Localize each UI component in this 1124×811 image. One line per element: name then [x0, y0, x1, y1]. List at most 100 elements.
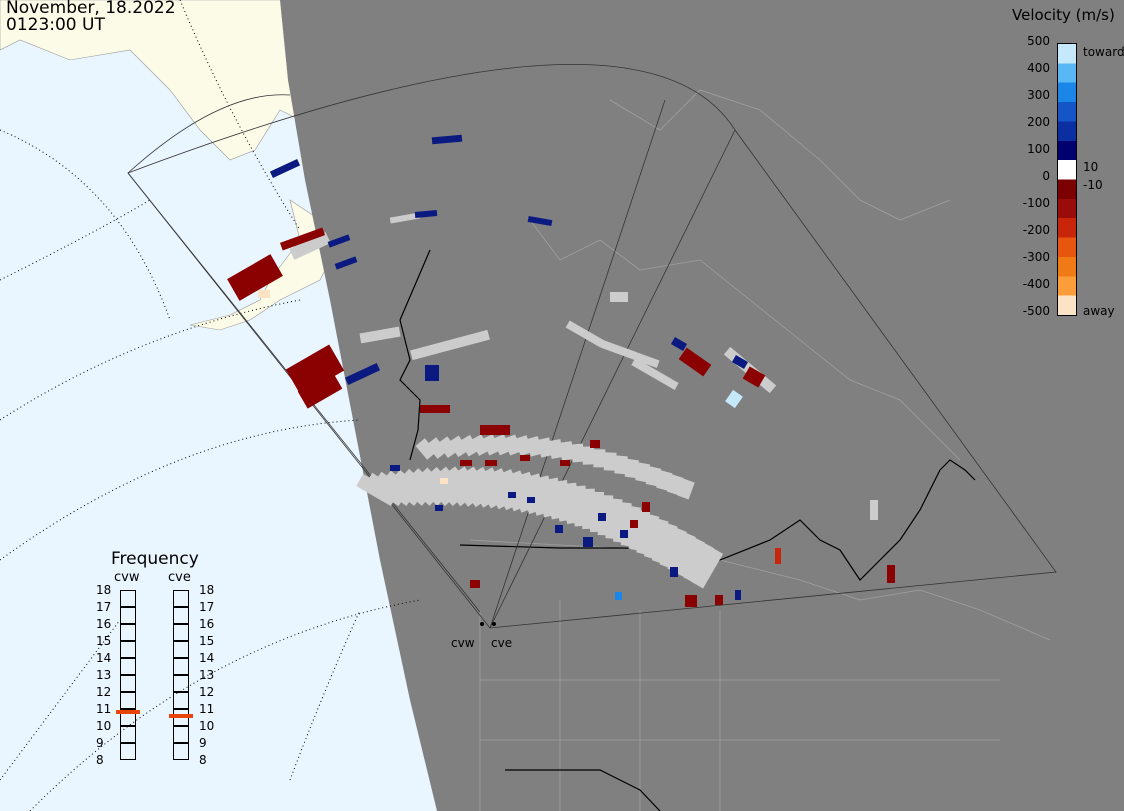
cve-frequency-cell — [173, 726, 189, 743]
scatter-cell — [327, 234, 351, 248]
cvw-frequency-cell — [120, 658, 136, 675]
colorbar-tick: -500 — [1022, 304, 1050, 318]
scatter-cell — [297, 371, 343, 409]
scatter-cell — [459, 434, 480, 457]
scatter-cell — [685, 595, 697, 607]
cvw-frequency-cell — [120, 709, 136, 726]
scatter-cell — [635, 462, 651, 483]
scatter-cell — [389, 212, 421, 224]
scatter-cell — [359, 326, 401, 344]
cvw-frequency-cell — [120, 675, 136, 692]
scatter-cell — [289, 232, 331, 260]
colorbar-tick: -400 — [1022, 277, 1050, 291]
cvw-frequency-marker — [116, 710, 140, 715]
toward-label: toward — [1083, 45, 1124, 59]
scatter-cell — [460, 460, 472, 466]
scatter-cells — [227, 134, 895, 607]
scatter-cell — [410, 329, 490, 361]
scatter-cell — [269, 158, 301, 179]
scatter-cell — [670, 567, 678, 577]
scatter-cell — [470, 434, 490, 456]
colorbar-tick: 0 — [1042, 169, 1050, 183]
colorbar-tick: 10 — [1083, 160, 1099, 174]
cve-frequency-cell — [173, 590, 189, 607]
scatter-cell — [480, 425, 510, 435]
time-label: 0123:00 UT — [6, 15, 105, 35]
scatter-cell — [620, 530, 628, 538]
date-label: November, 18.2022 — [6, 0, 176, 18]
colorbar-tick: -100 — [1022, 196, 1050, 210]
scatter-cell — [448, 435, 469, 458]
cve-frequency-tick: 11 — [199, 702, 215, 716]
scatter-cell — [614, 455, 628, 475]
cve-frequency-tick: 14 — [199, 651, 215, 665]
cve-frequency-tick: 16 — [199, 617, 215, 631]
cvw-frequency-tick: 8 — [96, 753, 104, 767]
cvw-frequency-cell — [120, 590, 136, 607]
cve-frequency-tick: 8 — [199, 753, 207, 767]
scatter-cell — [683, 541, 715, 584]
cvw-frequency-tick: 18 — [96, 583, 112, 597]
cvw-frequency-label: cvw — [114, 570, 140, 585]
cvw-frequency-tick: 15 — [96, 634, 112, 648]
scatter-cell — [258, 290, 270, 298]
scatter-cell — [742, 366, 766, 388]
scatter-cell — [431, 134, 463, 145]
scatter-cell — [285, 344, 345, 396]
scatter-cell — [667, 531, 696, 574]
scatter-cell — [715, 595, 723, 605]
colorbar-tick: 500 — [1027, 34, 1050, 48]
cve-frequency-cell — [173, 692, 189, 709]
scatter-cell — [870, 500, 878, 520]
cvw-frequency-cell — [120, 624, 136, 641]
scatter-cell — [677, 478, 695, 500]
scatter-cell — [559, 441, 574, 461]
scatter-cell — [659, 526, 687, 570]
scatter-cell — [527, 215, 553, 227]
cvw-frequency-tick: 9 — [96, 736, 104, 750]
cvw-map-label: cvw — [451, 636, 475, 650]
scatter-cell — [603, 452, 617, 471]
cvw-frequency-cell — [120, 692, 136, 709]
scatter-cell — [555, 525, 563, 533]
cvw-frequency-tick: 13 — [96, 668, 112, 682]
scatter-cell — [570, 443, 585, 463]
scatter-cell — [735, 590, 741, 600]
scatter-cell — [593, 449, 606, 468]
cvw-frequency-cell — [120, 607, 136, 624]
cvw-radar-marker — [480, 622, 484, 626]
scatter-cell — [390, 465, 400, 471]
cvw-frequency-cell — [120, 641, 136, 658]
colorbar-tick: -300 — [1022, 250, 1050, 264]
scatter-cell — [334, 256, 358, 270]
scatter-cell — [690, 546, 724, 589]
scatter-cell — [560, 460, 570, 466]
scatter-cell — [615, 592, 622, 600]
scatter-cell — [600, 339, 660, 369]
scatter-cell — [598, 513, 606, 521]
cve-frequency-cell — [173, 658, 189, 675]
cve-frequency-tick: 13 — [199, 668, 215, 682]
scatter-cell — [630, 520, 638, 528]
colorbar-tick: -200 — [1022, 223, 1050, 237]
cve-radar-marker — [492, 622, 496, 626]
scatter-cell — [631, 358, 679, 390]
cve-frequency-tick: 17 — [199, 600, 215, 614]
cve-frequency-cell — [173, 624, 189, 641]
scatter-cell — [420, 405, 450, 413]
colorbar-tick: -10 — [1083, 178, 1103, 192]
scatter-cell — [426, 437, 448, 459]
scatter-cell — [440, 478, 448, 484]
scatter-cell — [725, 389, 743, 409]
cve-frequency-tick: 9 — [199, 736, 207, 750]
cvw-frequency-tick: 10 — [96, 719, 112, 733]
graticule — [0, 0, 421, 811]
scatter-cell — [678, 347, 712, 377]
cvw-frequency-tick: 14 — [96, 651, 112, 665]
scatter-cell — [435, 505, 443, 511]
away-label: away — [1083, 304, 1115, 318]
frequency-title: Frequency — [111, 549, 199, 569]
cvw-frequency-cell — [120, 726, 136, 743]
